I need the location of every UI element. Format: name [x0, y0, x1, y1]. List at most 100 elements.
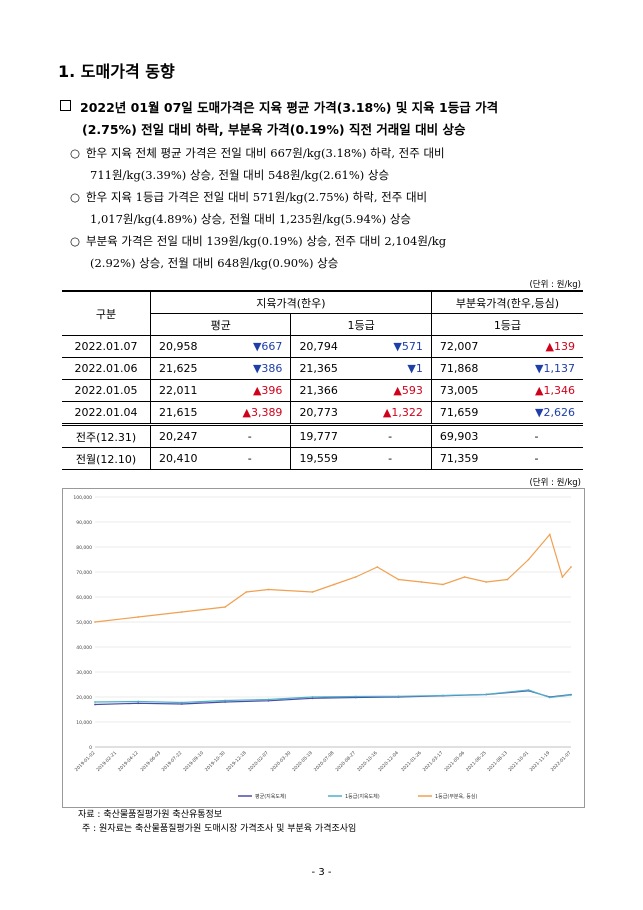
series-point [94, 701, 96, 703]
x-tick-label: 2021-06-25 [465, 750, 488, 773]
series-point [506, 578, 509, 581]
x-tick-label: 2020-05-19 [291, 750, 314, 773]
series-point [397, 578, 400, 581]
header-grade1-primal: 1등급 [430, 313, 583, 336]
bullet-item-cont: 711원/kg(3.39%) 상승, 전월 대비 548원/kg(2.61%) … [90, 168, 390, 182]
x-tick-label: 2022-01-07 [550, 750, 573, 773]
table-row-ref: 전주(12.31) 20,247- 19,777- 69,903- [62, 423, 583, 448]
series-point [333, 583, 335, 586]
x-tick-label: 2019-10-30 [204, 750, 227, 773]
x-tick-label: 2021-10-01 [507, 750, 530, 773]
x-tick-label: 2019-12-18 [225, 750, 248, 773]
x-tick-label: 2020-02-07 [247, 750, 270, 773]
circle-bullet-icon: ○ [70, 234, 81, 248]
series-point [137, 700, 140, 703]
series-point [267, 699, 270, 702]
bullet-item: ○ 부분육 가격은 전일 대비 139원/kg(0.19%) 상승, 전주 대비 … [70, 230, 590, 252]
x-tick-label: 2019-02-21 [95, 750, 118, 773]
series-point [181, 703, 183, 705]
y-tick-label: 60,000 [76, 595, 92, 601]
square-bullet-icon [60, 100, 71, 111]
x-tick-label: 2019-04-12 [117, 750, 140, 773]
series-point [224, 606, 227, 608]
x-tick-label: 2021-11-19 [528, 750, 551, 773]
x-tick-label: 2021-05-06 [443, 750, 466, 773]
y-tick-label: 80,000 [76, 545, 92, 551]
x-tick-label: 2020-03-30 [270, 750, 293, 773]
table-row: 2022.01.05 22,011 ▲396 21,366 ▲593 73,005 ▲… [62, 379, 583, 402]
x-tick-label: 2019-09-10 [182, 750, 205, 773]
series-point [311, 591, 314, 593]
series-point [94, 621, 96, 623]
series-point [311, 697, 314, 700]
bullet-item: ○ 한우 지육 전체 평균 가격은 전일 대비 667원/kg(3.18%) 하락… [70, 142, 590, 164]
circle-bullet-icon: ○ [70, 190, 81, 204]
series-point [245, 591, 248, 593]
series-point [527, 689, 530, 691]
series-point [397, 695, 400, 698]
table-unit-label: (단위 : 원/kg) [529, 280, 581, 290]
circle-bullet-icon: ○ [70, 146, 81, 160]
table-row-ref: 전월(12.10) 20,410- 19,559- 71,359- [62, 447, 583, 470]
table-row: 2022.01.07 20,958 ▼667 20,794 ▼571 72,007 ▲… [62, 335, 583, 358]
series-point [463, 576, 466, 578]
series-point [442, 694, 444, 697]
series-point [137, 616, 140, 618]
bullet-item: ○ 한우 지육 1등급 가격은 전일 대비 571원/kg(2.75%) 하락, … [70, 186, 590, 208]
x-tick-label: 2019-01-02 [74, 750, 97, 773]
headline: 2022년 01월 07일 도매가격은 지육 평균 가격(3.18%) 및 지육… [60, 97, 590, 141]
series-point [561, 576, 564, 578]
header-gubun: 구분 [62, 290, 151, 336]
x-tick-label: 2021-08-13 [486, 750, 509, 773]
price-table: 구분 지육가격(한우) 부분육가격(한우,등심) 평균 1등급 1등급 2022… [62, 290, 583, 470]
series-point [548, 696, 551, 699]
headline-line1: 2022년 01월 07일 도매가격은 지육 평균 가격(3.18%) 및 지육… [80, 100, 499, 115]
series-point [311, 696, 314, 698]
series-line [94, 689, 572, 704]
legend-label: 평균(지육도체) [255, 793, 287, 800]
series-point [570, 566, 572, 568]
header-carcass: 지육가격(한우) [150, 290, 432, 314]
y-tick-label: 0 [89, 745, 92, 751]
x-tick-label: 2021-01-26 [400, 750, 423, 773]
y-tick-label: 50,000 [76, 620, 92, 626]
series-point [442, 583, 444, 586]
series-point [181, 611, 183, 613]
series-point [527, 558, 530, 561]
y-tick-label: 10,000 [76, 720, 92, 726]
series-point [548, 533, 551, 536]
series-point [267, 698, 270, 701]
table-row: 2022.01.04 21,615 ▲3,389 20,773 ▲1,322 71,… [62, 401, 583, 425]
chart-unit-label: (단위 : 원/kg) [529, 478, 581, 488]
x-tick-label: 2019-06-03 [139, 750, 162, 773]
series-point [376, 566, 379, 568]
x-tick-label: 2020-10-16 [356, 750, 379, 773]
page-number: - 3 - [311, 867, 332, 878]
y-tick-label: 20,000 [76, 695, 92, 701]
series-point [224, 699, 227, 702]
price-chart-svg: 100,000 90,000 80,000 70,000 60,000 50,000 40,… [73, 495, 573, 800]
series-point [485, 693, 488, 696]
header-grade1: 1등급 [290, 313, 432, 336]
x-tick-label: 2020-12-04 [377, 750, 400, 773]
price-chart: 100,000 90,000 80,000 70,000 60,000 50,000 40,… [62, 488, 585, 808]
legend-label: 1등급(지육도체) [345, 793, 380, 800]
series-point [570, 694, 572, 696]
x-tick-label: 2021-03-17 [422, 750, 445, 773]
y-tick-label: 40,000 [76, 645, 92, 651]
series-point [354, 576, 357, 578]
series-point [224, 701, 227, 703]
table-row: 2022.01.06 21,625 ▼386 21,365 ▼1 71,868 ▼1,… [62, 357, 583, 380]
header-avg: 평균 [149, 313, 291, 336]
bullet-item-cont: 1,017원/kg(4.89%) 상승, 전월 대비 1,235원/kg(5.9… [90, 212, 411, 226]
header-primal: 부분육가격(한우,등심) [430, 290, 583, 314]
bullet-item-cont: (2.92%) 상승, 전월 대비 648원/kg(0.90%) 상승 [90, 256, 339, 270]
series-point [420, 581, 423, 583]
y-tick-label: 100,000 [73, 495, 92, 501]
series-point [94, 703, 96, 706]
series-point [267, 588, 270, 591]
y-tick-label: 70,000 [76, 570, 92, 576]
series-point [485, 581, 488, 583]
y-tick-label: 90,000 [76, 520, 92, 526]
x-tick-label: 2019-07-22 [161, 750, 184, 773]
